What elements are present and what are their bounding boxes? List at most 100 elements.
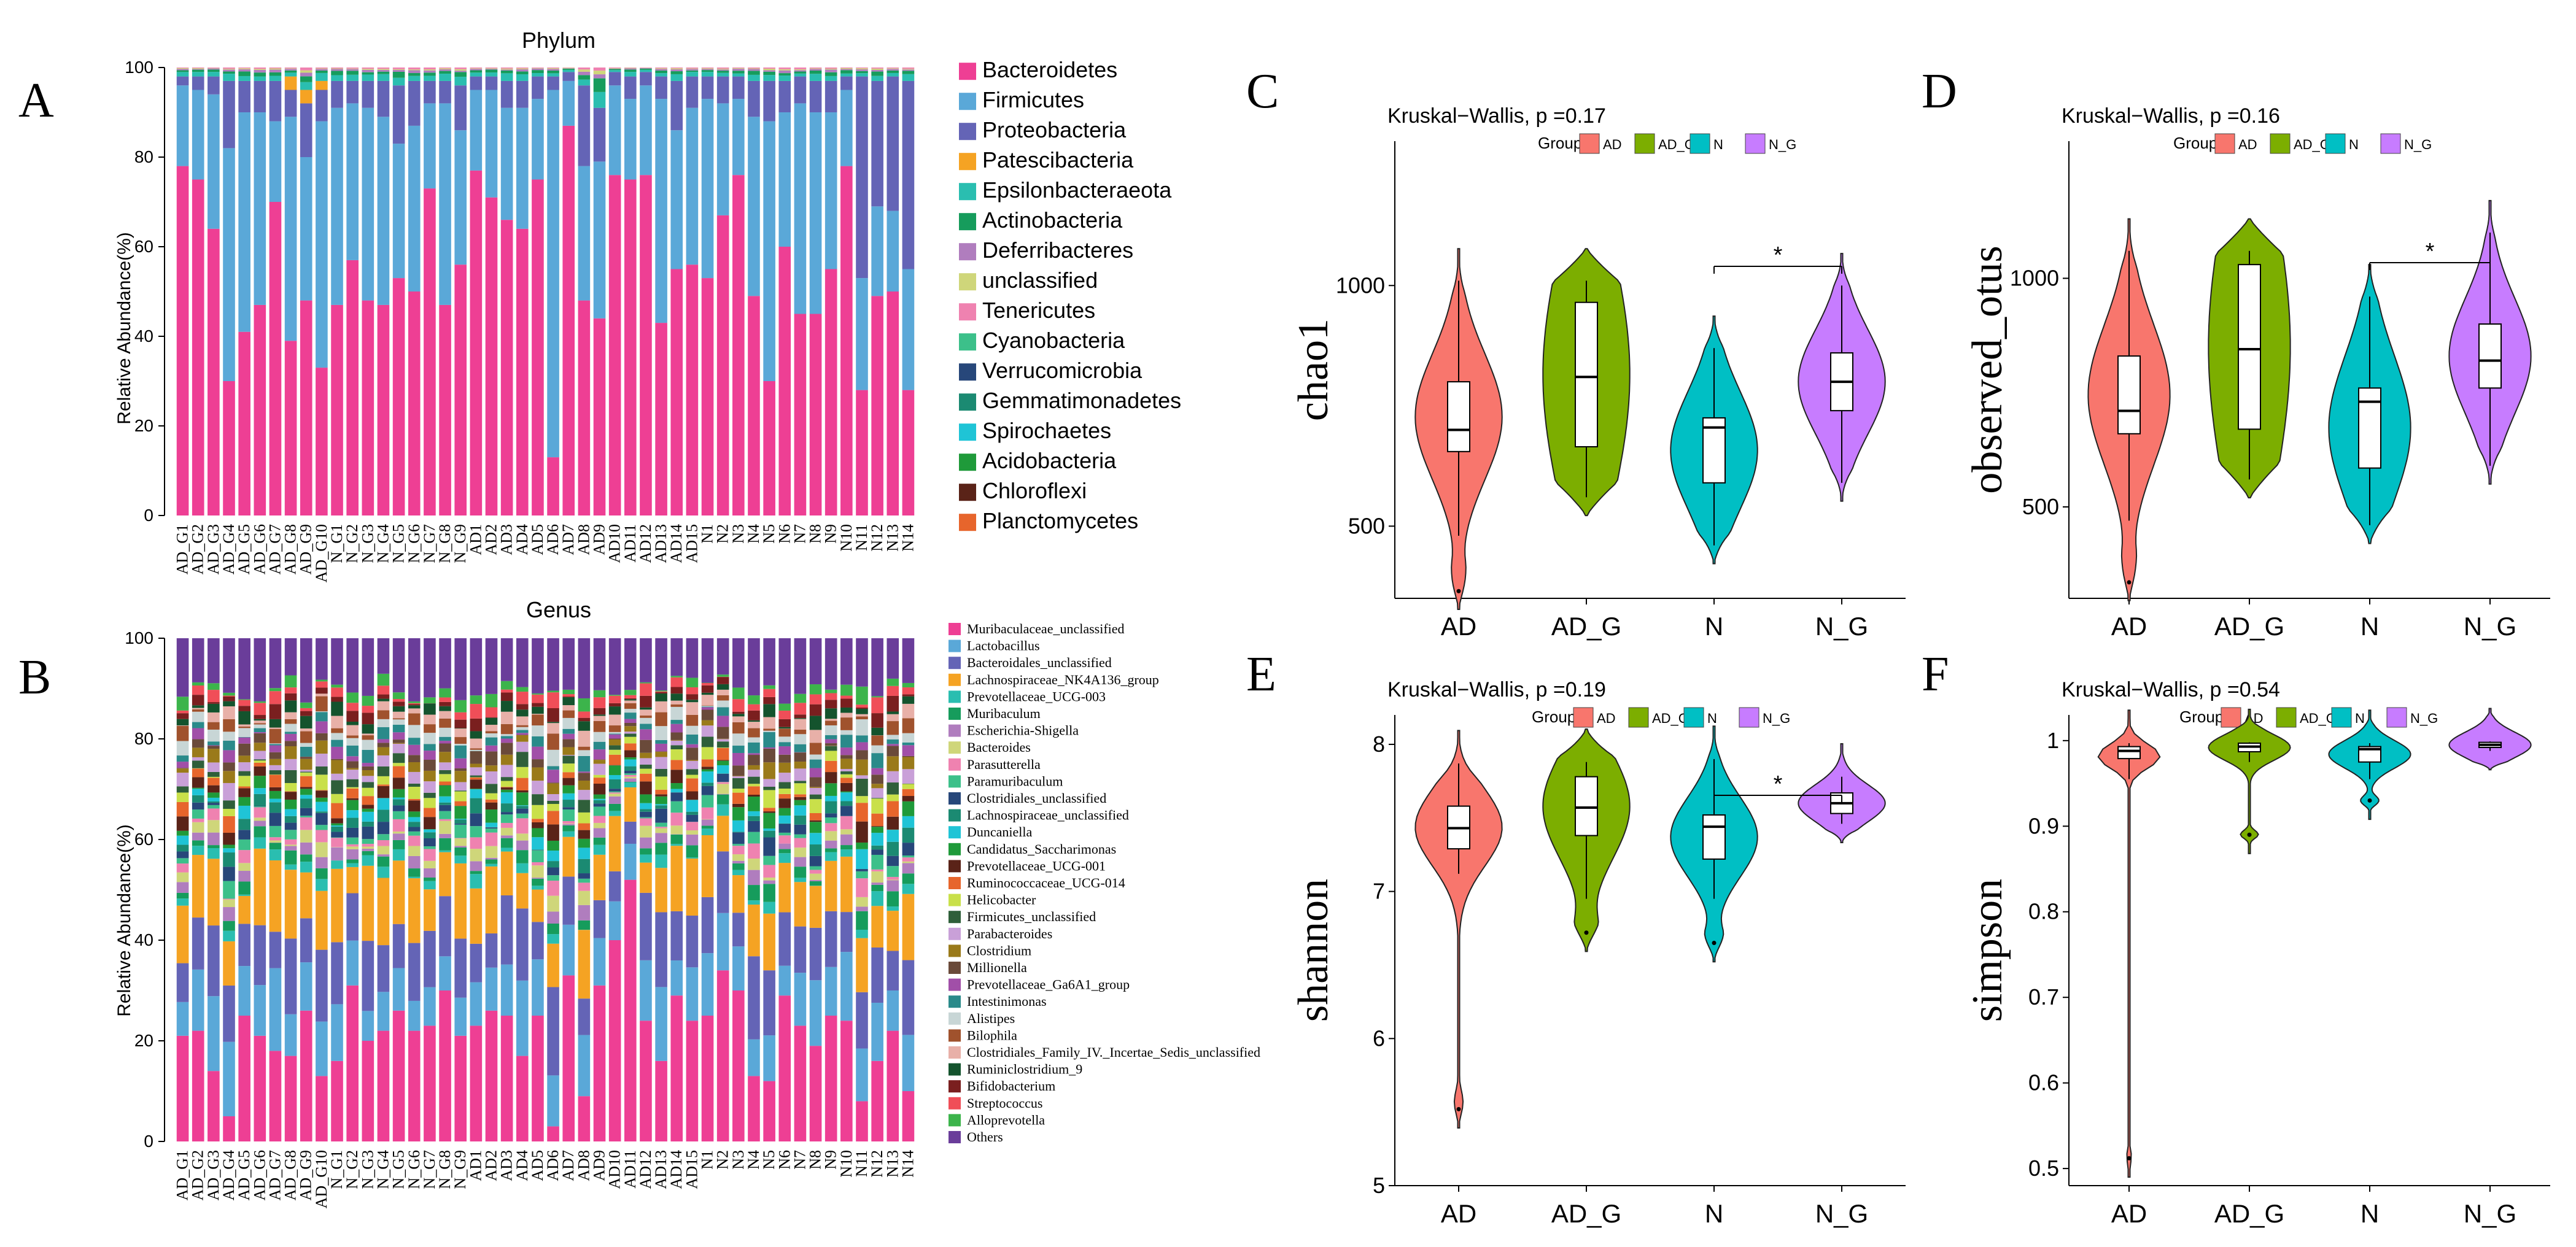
bar-segment — [840, 684, 853, 696]
bar-segment — [763, 381, 775, 515]
bar-segment — [223, 732, 235, 741]
bar-segment — [485, 72, 498, 77]
bar-segment — [794, 76, 807, 104]
bar-segment — [732, 716, 745, 722]
bar-segment — [886, 721, 899, 735]
bar-segment — [562, 710, 575, 718]
bar-segment — [176, 844, 189, 852]
bar-segment — [593, 798, 606, 800]
bar-segment — [532, 959, 544, 1016]
bar-segment — [871, 696, 883, 698]
bar-segment — [300, 90, 312, 104]
bar-segment — [500, 734, 513, 736]
bar-segment — [316, 842, 328, 857]
bar-segment — [208, 722, 220, 730]
bar-segment — [424, 724, 436, 733]
bar-segment — [392, 1010, 405, 1141]
y-tick-label: 0.9 — [2028, 813, 2059, 838]
bar-segment — [516, 1056, 529, 1141]
bar-segment — [670, 846, 683, 911]
bar-segment — [485, 863, 498, 867]
bar-segment — [269, 770, 282, 775]
bar-segment — [346, 71, 359, 75]
bar-segment — [593, 721, 606, 732]
legend-label: Acidobacteria — [982, 448, 1117, 473]
legend-swatch — [949, 673, 961, 686]
bar-segment — [794, 752, 807, 762]
sample-label: AD_G5 — [235, 1150, 253, 1200]
bar-segment — [748, 117, 760, 296]
bar-segment — [809, 886, 822, 928]
bar-segment — [377, 1030, 390, 1141]
bar-segment — [824, 269, 837, 515]
legend-label: Ruminiclostridium_9 — [967, 1062, 1082, 1077]
bar-segment — [655, 70, 667, 74]
bar-segment — [408, 291, 421, 515]
bar-segment — [254, 788, 266, 794]
bar-segment — [608, 796, 621, 804]
bar-segment — [840, 747, 853, 755]
bar-segment — [470, 90, 483, 171]
bar-segment — [624, 773, 637, 775]
bar-segment — [886, 739, 899, 744]
y-tick-label: 8 — [1373, 732, 1385, 757]
bar-segment — [532, 828, 544, 838]
legend-title: Group — [2179, 708, 2224, 726]
bar-segment — [701, 638, 714, 683]
bar-segment — [902, 757, 915, 770]
bar-segment — [856, 878, 868, 897]
bar-segment — [794, 867, 807, 878]
bar-segment — [485, 731, 498, 733]
bar-segment — [377, 710, 390, 719]
bar-segment — [284, 839, 297, 845]
sample-label: N1 — [699, 1150, 716, 1170]
bar-segment — [763, 121, 775, 381]
bar-segment — [439, 990, 451, 1141]
bar-segment — [562, 809, 575, 821]
bar-segment — [284, 693, 297, 701]
bar-segment — [562, 697, 575, 706]
bar-segment — [346, 985, 359, 1141]
bar-segment — [593, 638, 606, 690]
bar-segment — [284, 864, 297, 870]
legend-swatch — [949, 1012, 961, 1025]
bar-segment — [763, 1081, 775, 1141]
bar-segment — [871, 788, 883, 798]
bar-segment — [640, 1021, 652, 1141]
legend-label: N_G — [1769, 137, 1796, 152]
legend-swatch — [949, 860, 961, 873]
sample-label: AD11 — [621, 1150, 639, 1189]
bar-segment — [809, 68, 822, 69]
bar-segment — [192, 789, 204, 795]
bar-segment — [902, 694, 915, 697]
bar-segment — [238, 871, 250, 882]
bar-segment — [269, 837, 282, 841]
bar-segment — [454, 737, 467, 744]
bar-segment — [547, 793, 559, 801]
sample-label: AD_G4 — [220, 524, 238, 574]
sample-label: N9 — [822, 524, 840, 544]
bar-segment — [640, 638, 652, 682]
bar-segment — [392, 840, 405, 849]
bar-segment — [192, 822, 204, 833]
bar-segment — [902, 745, 915, 756]
bar-segment — [176, 801, 189, 817]
bar-segment — [485, 846, 498, 858]
bar-segment — [284, 799, 297, 809]
bar-segment — [778, 762, 791, 773]
bar-segment — [701, 278, 714, 515]
bar-segment — [192, 739, 204, 748]
bar-segment — [377, 755, 390, 766]
legend-swatch — [959, 273, 976, 291]
bar-segment — [377, 798, 390, 810]
bar-segment — [346, 68, 359, 69]
bar-segment — [532, 736, 544, 747]
bar-segment — [701, 695, 714, 706]
bar-segment — [824, 831, 837, 841]
legend-swatch — [1628, 707, 1649, 728]
bar-segment — [392, 833, 405, 840]
bar-segment — [578, 830, 591, 839]
legend-swatch — [949, 639, 961, 652]
bar-segment — [748, 722, 760, 728]
